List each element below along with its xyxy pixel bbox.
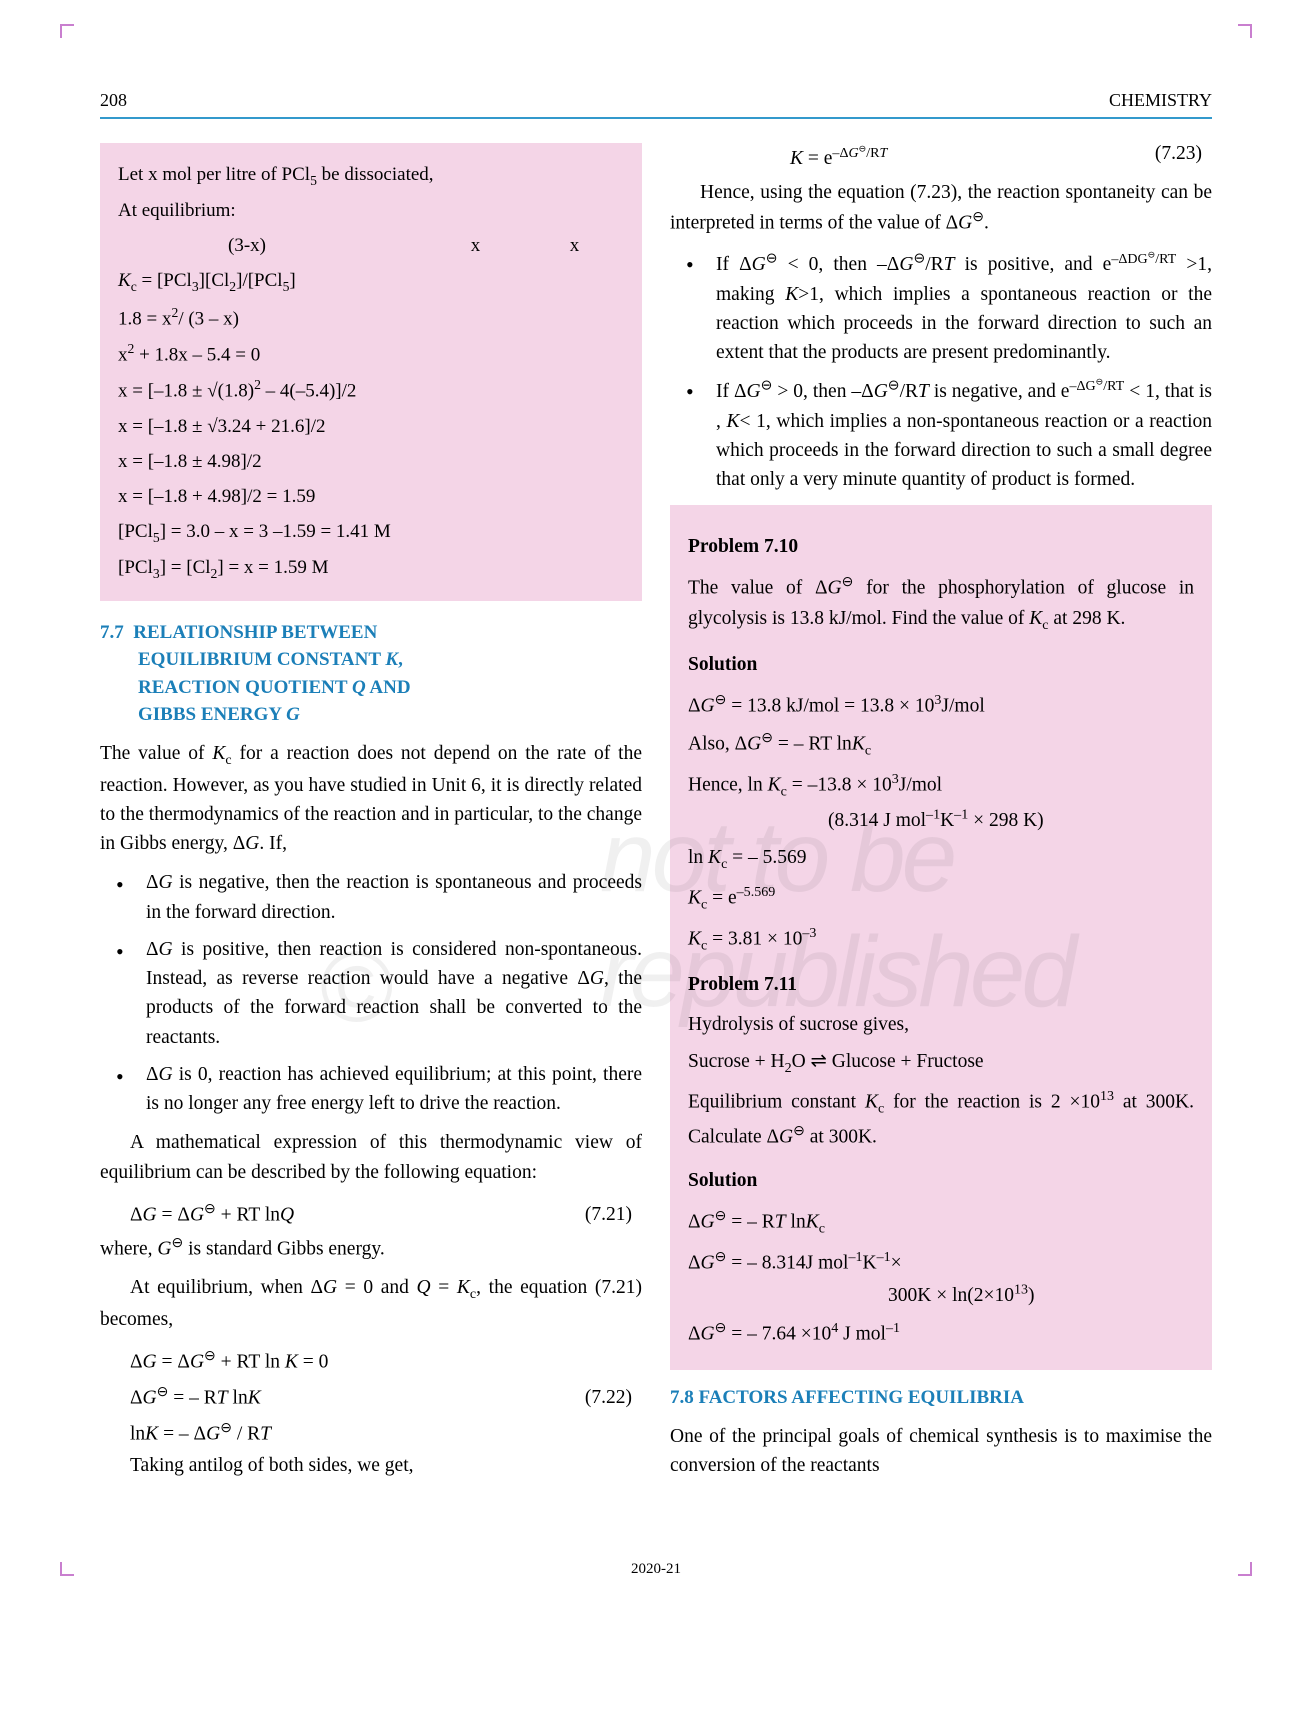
eq-number: (7.22): [585, 1380, 642, 1416]
box-line: Let x mol per litre of PCl5 be dissociat…: [118, 157, 624, 193]
two-column-layout: Let x mol per litre of PCl5 be dissociat…: [100, 143, 1212, 1491]
box-line: At equilibrium:: [118, 193, 624, 228]
problem-text: Hydrolysis of sucrose gives,: [688, 1009, 1194, 1040]
left-column: Let x mol per litre of PCl5 be dissociat…: [100, 143, 642, 1491]
eq-number: (7.23): [1155, 143, 1202, 170]
equation-7-22: ΔG⊖ = – RT lnK (7.22): [100, 1380, 642, 1416]
list-item: ΔG is negative, then the reaction is spo…: [100, 868, 642, 927]
bullet-list: If ΔG⊖ < 0, then –ΔG⊖/RT is positive, an…: [670, 248, 1212, 494]
solution-line: ΔG⊖ = 13.8 kJ/mol = 13.8 × 103J/mol: [688, 689, 1194, 722]
solution-heading: Solution: [688, 1163, 1194, 1199]
page-header: 208 CHEMISTRY: [100, 90, 1212, 119]
equation: lnK = – ΔG⊖ / RT: [100, 1416, 642, 1452]
eq-expr: K = e–ΔG⊖/RT: [790, 143, 887, 170]
problem-heading: Problem 7.10: [688, 529, 1194, 565]
solution-line: Kc = 3.81 × 10–3: [688, 922, 1194, 957]
box-line: x = [–1.8 ± 4.98]/2: [118, 444, 624, 479]
page-number: 208: [100, 90, 127, 111]
list-item: ΔG is positive, then reaction is conside…: [100, 935, 642, 1052]
bullet-list: ΔG is negative, then the reaction is spo…: [100, 868, 642, 1118]
section-7-8-heading: 7.8 FACTORS AFFECTING EQUILIBRIA: [670, 1384, 1212, 1412]
paragraph: where, G⊖ is standard Gibbs energy.: [100, 1233, 642, 1264]
reaction-equation: Sucrose + H2O ⇌ Glucose + Fructose: [688, 1046, 1194, 1079]
problem-text: Equilibrium constant Kc for the reaction…: [688, 1085, 1194, 1153]
eq-number: (7.21): [585, 1197, 642, 1233]
paragraph: Hence, using the equation (7.23), the re…: [670, 178, 1212, 238]
box-line: 1.8 = x2/ (3 – x): [118, 300, 624, 336]
problem-text: The value of ΔG⊖ for the phosphorylation…: [688, 571, 1194, 637]
box-row: (3-x) x x: [118, 228, 624, 263]
problem-heading: Problem 7.11: [688, 967, 1194, 1003]
box-line: [PCl5] = 3.0 – x = 3 –1.59 = 1.41 M: [118, 514, 624, 550]
list-item: If ΔG⊖ > 0, then –ΔG⊖/RT is negative, an…: [670, 375, 1212, 494]
paragraph: The value of Kc for a reaction does not …: [100, 739, 642, 859]
equation-7-21: ΔG = ΔG⊖ + RT lnQ (7.21): [100, 1197, 642, 1233]
equation-7-23: K = e–ΔG⊖/RT (7.23): [670, 143, 1212, 170]
page: 208 CHEMISTRY © not to be republished Le…: [0, 0, 1312, 1618]
box-line: x = [–1.8 + 4.98]/2 = 1.59: [118, 479, 624, 514]
paragraph: At equilibrium, when ΔG = 0 and Q = Kc, …: [100, 1273, 642, 1334]
subject-label: CHEMISTRY: [1109, 90, 1212, 111]
list-item: If ΔG⊖ < 0, then –ΔG⊖/RT is positive, an…: [670, 248, 1212, 367]
val: x: [426, 228, 525, 263]
solution-line: ΔG⊖ = – 7.64 ×104 J mol–1: [688, 1317, 1194, 1350]
val: (3-x): [118, 228, 426, 263]
box-line: x2 + 1.8x – 5.4 = 0: [118, 336, 624, 372]
box-line: [PCl3] = [Cl2] = x = 1.59 M: [118, 550, 624, 586]
eq-expr: ΔG⊖ = – RT lnK: [130, 1380, 261, 1416]
equation: ΔG = ΔG⊖ + RT ln K = 0: [100, 1344, 642, 1380]
problem-box: Problem 7.10 The value of ΔG⊖ for the ph…: [670, 505, 1212, 1370]
solution-line: Also, ΔG⊖ = – RT lnKc: [688, 727, 1194, 762]
box-line: x = [–1.8 ± √(1.8)2 – 4(–5.4)]/2: [118, 372, 624, 408]
solution-line: ln Kc = – 5.569: [688, 842, 1194, 875]
paragraph: One of the principal goals of chemical s…: [670, 1422, 1212, 1481]
example-box: Let x mol per litre of PCl5 be dissociat…: [100, 143, 642, 601]
solution-line: Hence, ln Kc = –13.8 × 103J/mol(8.314 J …: [688, 768, 1194, 836]
val: x: [525, 228, 624, 263]
box-line: x = [–1.8 ± √3.24 + 21.6]/2: [118, 409, 624, 444]
box-line: Kc = [PCl3][Cl2]/[PCl5]: [118, 263, 624, 299]
paragraph: Taking antilog of both sides, we get,: [100, 1451, 642, 1480]
right-column: K = e–ΔG⊖/RT (7.23) Hence, using the equ…: [670, 143, 1212, 1491]
list-item: ΔG is 0, reaction has achieved equilibri…: [100, 1060, 642, 1119]
paragraph: A mathematical expression of this thermo…: [100, 1128, 642, 1187]
solution-line: ΔG⊖ = – 8.314J mol–1K–1×300K × ln(2×1013…: [688, 1246, 1194, 1311]
solution-line: ΔG⊖ = – RT lnKc: [688, 1205, 1194, 1240]
solution-heading: Solution: [688, 647, 1194, 683]
section-7-7-heading: 7.7 RELATIONSHIP BETWEEN EQUILIBRIUM CON…: [100, 619, 642, 729]
solution-line: Kc = e–5.569: [688, 881, 1194, 916]
eq-expr: ΔG = ΔG⊖ + RT lnQ: [130, 1197, 294, 1233]
